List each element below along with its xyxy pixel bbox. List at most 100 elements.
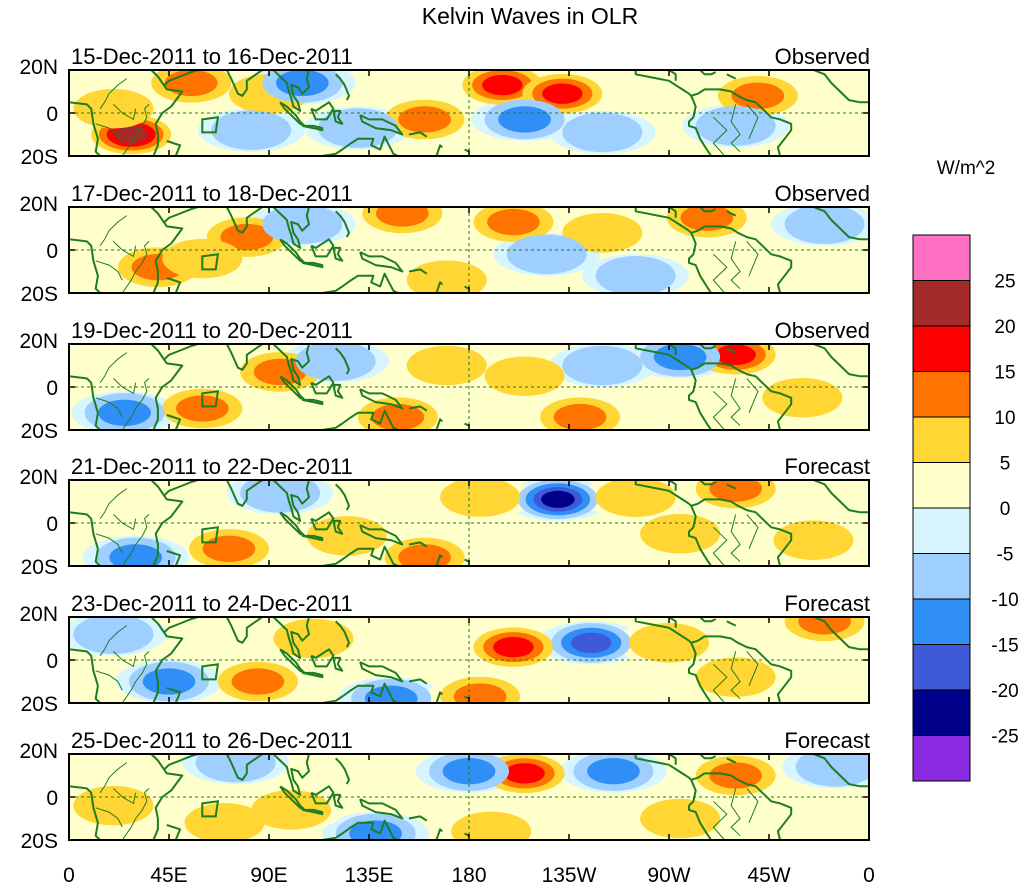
anomaly-mark [376, 207, 429, 227]
anomaly-mark [202, 535, 256, 562]
coastline [220, 207, 263, 234]
coastline [359, 251, 404, 273]
coastline [322, 682, 399, 703]
coastline [322, 545, 399, 566]
anomaly-mark [562, 345, 643, 386]
country-boundary [746, 788, 759, 823]
country-boundary [121, 104, 150, 156]
panel-period-label: 21-Dec-2011 to 22-Dec-2011 [71, 454, 353, 479]
country-boundary [746, 378, 759, 413]
coastline [726, 210, 737, 217]
panel-status-label: Forecast [784, 454, 870, 479]
country-boundary [113, 514, 137, 531]
coastline [688, 95, 713, 156]
country-boundary [99, 625, 128, 656]
country-boundary [746, 104, 759, 139]
anomaly-mark [570, 632, 612, 654]
coastline [668, 617, 677, 628]
country-boundary [95, 533, 123, 554]
country-boundary [121, 241, 150, 293]
anomaly-mark [195, 754, 276, 783]
panel-status-label: Observed [775, 181, 870, 206]
panel-period-label: 17-Dec-2011 to 18-Dec-2011 [71, 181, 353, 206]
panel-status-label: Forecast [784, 728, 870, 753]
anomaly-mark [484, 356, 565, 397]
panel-plot-area [69, 207, 869, 293]
x-axis: 0 45E 90E 135E 180 135W 90W 45W 0 [63, 864, 875, 887]
coastline [726, 757, 737, 764]
panel-status-label: Forecast [784, 591, 870, 616]
anomaly-mark [211, 110, 292, 150]
coastline [335, 483, 350, 511]
panel-period-label: 23-Dec-2011 to 24-Dec-2011 [71, 591, 353, 616]
y-tick-label: 20S [21, 556, 58, 579]
coastline [163, 617, 199, 633]
coastline [166, 824, 182, 840]
region-box-marker [201, 663, 220, 681]
anomaly-mark [493, 636, 534, 658]
panel-plot-area [69, 344, 869, 430]
anomaly-mark [231, 668, 285, 695]
coastline [668, 344, 677, 355]
coastline [310, 238, 335, 258]
coastline [310, 375, 335, 395]
coastline [332, 109, 344, 125]
country-boundary [121, 651, 150, 703]
coastline [272, 617, 310, 659]
colorbar-swatch [912, 553, 971, 600]
y-tick-label: 20S [21, 146, 58, 169]
x-tick-label: 0 [63, 864, 75, 887]
coastline [322, 819, 399, 840]
panels-group: 20N 0 20S 15-Dec-2011 to 16-Dec-2011 Observe… [19, 44, 870, 853]
country-boundary [99, 488, 128, 519]
panel-plot-area [69, 754, 869, 840]
panel-3: 20N 0 20S 19-Dec-2011 to 20-Dec-2011 Observe… [19, 318, 870, 443]
coastline [813, 207, 869, 241]
coastline [163, 344, 199, 360]
anomaly-mark [784, 207, 865, 244]
y-tick-label: 20N [19, 740, 58, 763]
coastline [435, 418, 443, 430]
anomaly-mark [498, 106, 551, 133]
anomaly-mark [506, 234, 587, 275]
coastline [302, 261, 324, 269]
coastline [699, 617, 717, 623]
colorbar-label: -10 [991, 590, 1018, 611]
colorbar-label: 10 [994, 408, 1015, 429]
panel-2: 20N 0 20S 17-Dec-2011 to 18-Dec-2011 Observe… [19, 181, 870, 306]
country-boundary [746, 514, 759, 549]
coastline [272, 207, 310, 249]
coastline [435, 691, 443, 703]
anomaly-mark [440, 480, 521, 517]
coastline [335, 620, 350, 648]
coastline [150, 207, 184, 293]
coastline [335, 757, 350, 785]
panel-plot-area [69, 480, 869, 566]
country-boundary [113, 241, 137, 258]
anomaly-mark [731, 82, 785, 109]
coastline [699, 754, 717, 760]
panel-6: 20N 0 20S 25-Dec-2011 to 26-Dec-2011 Forecas… [19, 728, 870, 853]
country-boundary [730, 241, 741, 290]
coastline [322, 135, 399, 156]
country-boundary [712, 390, 728, 430]
coastline [359, 114, 404, 136]
anomaly-mark [541, 490, 575, 508]
coastline [150, 754, 184, 840]
colorbar-label: -5 [997, 545, 1014, 566]
country-boundary [121, 514, 150, 566]
colorbar-swatch [912, 689, 971, 736]
coastline [310, 785, 335, 805]
coastline [166, 140, 182, 156]
country-boundary [121, 788, 150, 840]
y-tick-label: 20S [21, 420, 58, 443]
anomaly-mark [773, 520, 854, 560]
anomaly-mark [306, 516, 387, 556]
coastline [150, 70, 184, 156]
colorbar-label: 5 [1000, 454, 1011, 475]
anomaly-mark [695, 106, 776, 146]
anomaly-mark [442, 758, 496, 785]
anomaly-mark [98, 399, 151, 426]
anomaly-mark [629, 623, 709, 663]
coastline [813, 70, 869, 104]
